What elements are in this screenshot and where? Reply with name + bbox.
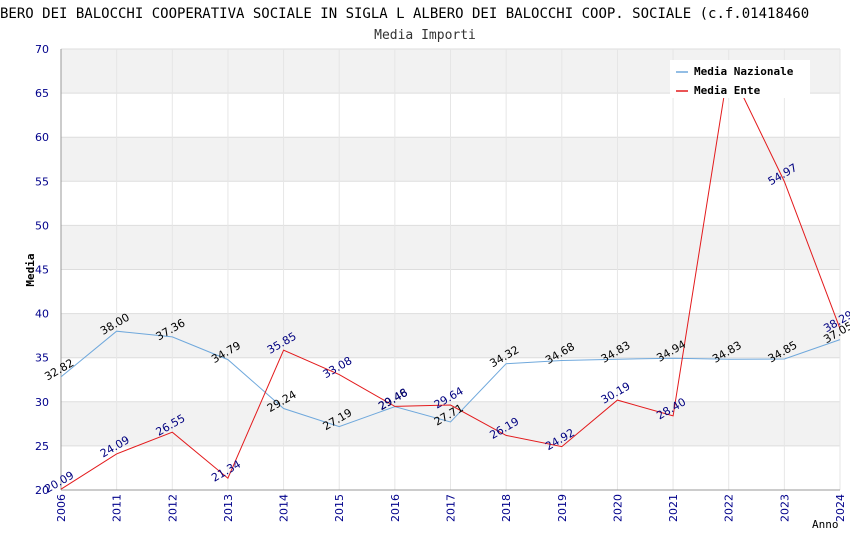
x-tick-label: 2020 xyxy=(611,494,624,522)
y-tick-label: 35 xyxy=(35,352,49,365)
x-tick-label: 2011 xyxy=(111,494,124,522)
legend-box xyxy=(670,60,810,98)
legend-label-ente: Media Ente xyxy=(694,84,761,97)
x-tick-label: 2019 xyxy=(556,494,569,522)
series-line-media-nazionale xyxy=(60,330,841,428)
data-label-ente: 20.09 xyxy=(42,469,76,496)
y-tick-label: 20 xyxy=(35,484,49,497)
chart-subtitle: Media Importi xyxy=(374,28,476,43)
y-tick-label: 55 xyxy=(35,175,49,188)
x-tick-label: 2006 xyxy=(55,494,68,522)
y-tick-label: 50 xyxy=(35,219,49,232)
legend: Media Nazionale Media Ente xyxy=(670,60,810,98)
y-axis-ticks: 20 25 30 35 40 45 50 55 60 65 70 xyxy=(35,43,49,497)
y-tick-label: 25 xyxy=(35,440,49,453)
x-tick-label: 2022 xyxy=(723,494,736,522)
x-tick-label: 2013 xyxy=(222,494,235,522)
series-lines xyxy=(60,64,841,490)
y-tick-label: 45 xyxy=(35,264,49,277)
y-tick-label: 60 xyxy=(35,131,49,144)
x-tick-label: 2016 xyxy=(389,494,402,522)
legend-label-naz: Media Nazionale xyxy=(694,65,794,78)
x-tick-label: 2021 xyxy=(667,494,680,522)
y-tick-label: 65 xyxy=(35,87,49,100)
axes xyxy=(60,49,840,491)
series-line-media-ente xyxy=(60,64,841,490)
y-tick-label: 70 xyxy=(35,43,49,56)
chart-title: BERO DEI BALOCCHI COOPERATIVA SOCIALE IN… xyxy=(0,6,809,22)
y-tick-label: 30 xyxy=(35,396,49,409)
x-tick-label: 2015 xyxy=(333,494,346,522)
x-tick-label: 2014 xyxy=(278,494,291,522)
x-axis-label: Anno xyxy=(812,518,839,531)
x-axis-ticks: 2006 2011 2012 2013 2014 2015 2016 2017 2018 2019… xyxy=(55,494,847,522)
x-tick-label: 2024 xyxy=(834,494,847,522)
y-tick-label: 40 xyxy=(35,308,49,321)
x-tick-label: 2018 xyxy=(500,494,513,522)
x-tick-label: 2012 xyxy=(166,494,179,522)
x-tick-label: 2017 xyxy=(445,494,458,522)
x-tick-label: 2023 xyxy=(778,494,791,522)
y-axis-label: Media xyxy=(24,253,37,286)
